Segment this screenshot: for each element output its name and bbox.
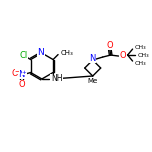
Text: NH: NH	[51, 74, 62, 83]
Text: N: N	[38, 48, 44, 57]
Text: Me: Me	[88, 78, 98, 84]
Text: CH₃: CH₃	[135, 45, 146, 50]
Text: CH₃: CH₃	[61, 50, 74, 56]
Text: O: O	[106, 41, 113, 50]
Text: O: O	[18, 80, 25, 89]
Text: N: N	[90, 54, 96, 63]
Text: N: N	[19, 70, 25, 79]
Text: −: −	[15, 69, 19, 74]
Text: O: O	[11, 69, 18, 78]
Text: +: +	[22, 69, 27, 74]
Text: CH₃: CH₃	[138, 53, 149, 58]
Text: Cl: Cl	[20, 51, 28, 60]
Text: CH₃: CH₃	[135, 60, 146, 66]
Text: O: O	[120, 51, 126, 60]
